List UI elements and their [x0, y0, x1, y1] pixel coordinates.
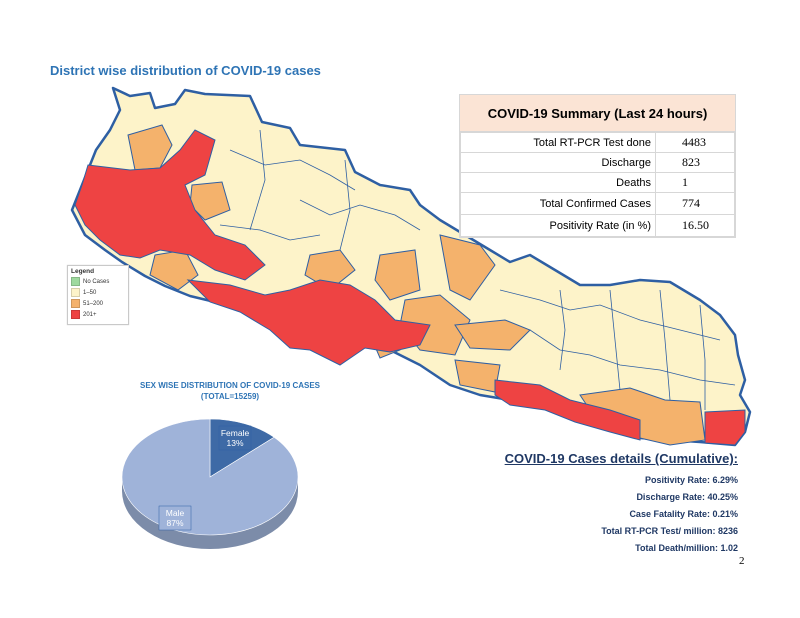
- summary-label: Discharge: [460, 152, 656, 173]
- page-number: 2: [739, 555, 745, 567]
- pie-subtitle-line: (TOTAL=15259): [200, 392, 260, 401]
- summary-value: 16.50: [655, 214, 735, 237]
- summary-value: 823: [655, 152, 735, 173]
- cumulative-item: Total Death/million: 1.02: [635, 543, 738, 553]
- legend-swatch: [71, 310, 80, 319]
- legend-label: No Cases: [83, 278, 110, 285]
- map-legend: Legend No Cases 1–50 51–200 201+: [67, 265, 129, 325]
- orange-districts: [127, 124, 706, 446]
- legend-item: 1–50: [68, 287, 128, 298]
- summary-value: 1: [655, 172, 735, 193]
- pie-chart-title: SEX WISE DISTRIBUTION OF COVID-19 CASES …: [110, 380, 350, 402]
- table-row: Discharge 823: [460, 152, 735, 173]
- table-row: Positivity Rate (in %) 16.50: [460, 214, 735, 237]
- red-districts: [74, 129, 746, 446]
- map-title: District wise distribution of COVID-19 c…: [50, 63, 321, 78]
- legend-swatch: [71, 277, 80, 286]
- cumulative-title: COVID-19 Cases details (Cumulative):: [504, 451, 738, 466]
- legend-title: Legend: [71, 268, 95, 275]
- summary-label: Positivity Rate (in %): [460, 214, 656, 237]
- pie-label-box: [158, 505, 192, 531]
- pie-label-category: Female: [221, 428, 250, 438]
- cumulative-item: Total RT-PCR Test/ million: 8236: [601, 526, 738, 536]
- district-lines: [219, 129, 736, 410]
- summary-value: 4483: [655, 132, 735, 153]
- summary-title: COVID-19 Summary (Last 24 hours): [460, 95, 735, 132]
- summary-table: COVID-19 Summary (Last 24 hours) Total R…: [459, 94, 736, 238]
- table-row: Total RT-PCR Test done 4483: [460, 132, 735, 153]
- legend-swatch: [71, 299, 80, 308]
- legend-item: 201+: [68, 309, 128, 320]
- legend-label: 51–200: [83, 300, 104, 307]
- pie-label-percent: 87%: [166, 518, 183, 528]
- legend-item: 51–200: [68, 298, 128, 309]
- pie-title-line: SEX WISE DISTRIBUTION OF COVID-19 CASES: [139, 381, 321, 390]
- legend-swatch: [71, 288, 80, 297]
- summary-label: Deaths: [460, 172, 656, 193]
- summary-value: 774: [655, 192, 735, 215]
- legend-item: No Cases: [68, 276, 128, 287]
- pie-label-category: Male: [166, 508, 185, 518]
- legend-label: 1–50: [83, 289, 97, 296]
- pie-label-percent: 13%: [226, 438, 243, 448]
- cumulative-item: Discharge Rate: 40.25%: [636, 492, 738, 502]
- summary-label: Total RT-PCR Test done: [460, 132, 656, 153]
- table-row: Deaths 1: [460, 172, 735, 193]
- cumulative-item: Case Fatality Rate: 0.21%: [629, 509, 738, 519]
- legend-label: 201+: [83, 311, 97, 318]
- table-row: Total Confirmed Cases 774: [460, 192, 735, 215]
- pie-side-wall: [122, 477, 298, 549]
- summary-rows: Total RT-PCR Test done 4483 Discharge 82…: [460, 132, 735, 237]
- pie-label-box: [218, 425, 252, 451]
- cumulative-item: Positivity Rate: 6.29%: [644, 475, 738, 485]
- summary-label: Total Confirmed Cases: [460, 192, 656, 215]
- cumulative-list: Positivity Rate: 6.29% Discharge Rate: 4…: [601, 472, 738, 557]
